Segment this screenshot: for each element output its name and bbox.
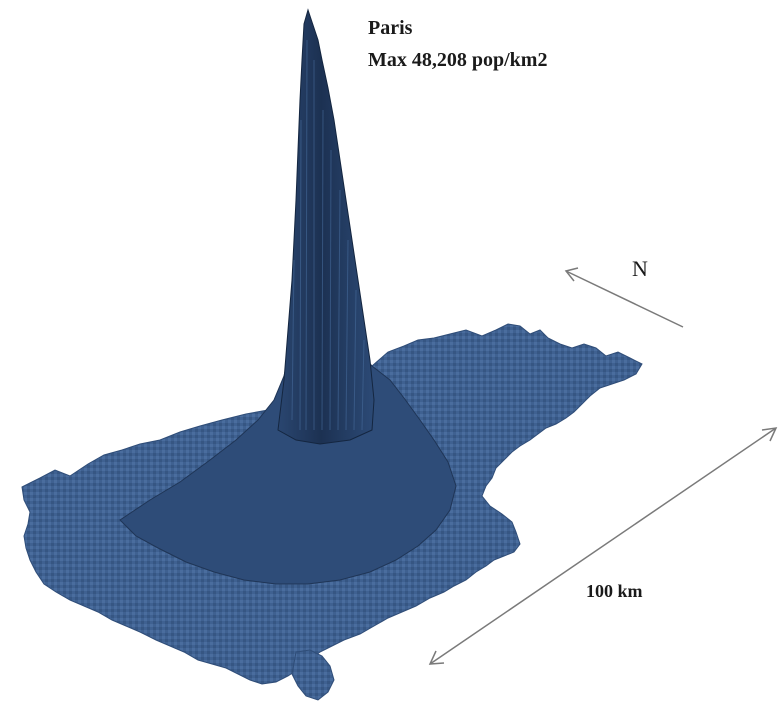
north-label: N [632, 256, 648, 281]
city-title: Paris [368, 17, 413, 39]
scale-label: 100 km [586, 581, 643, 601]
density-peak [277, 8, 375, 445]
urban-area-south-lobe [291, 649, 335, 701]
double-arrow-icon [428, 427, 778, 665]
north-arrow-icon [564, 267, 684, 328]
peak-columns [291, 39, 365, 431]
max-density-label: Max 48,208 pop/km2 [368, 49, 548, 71]
